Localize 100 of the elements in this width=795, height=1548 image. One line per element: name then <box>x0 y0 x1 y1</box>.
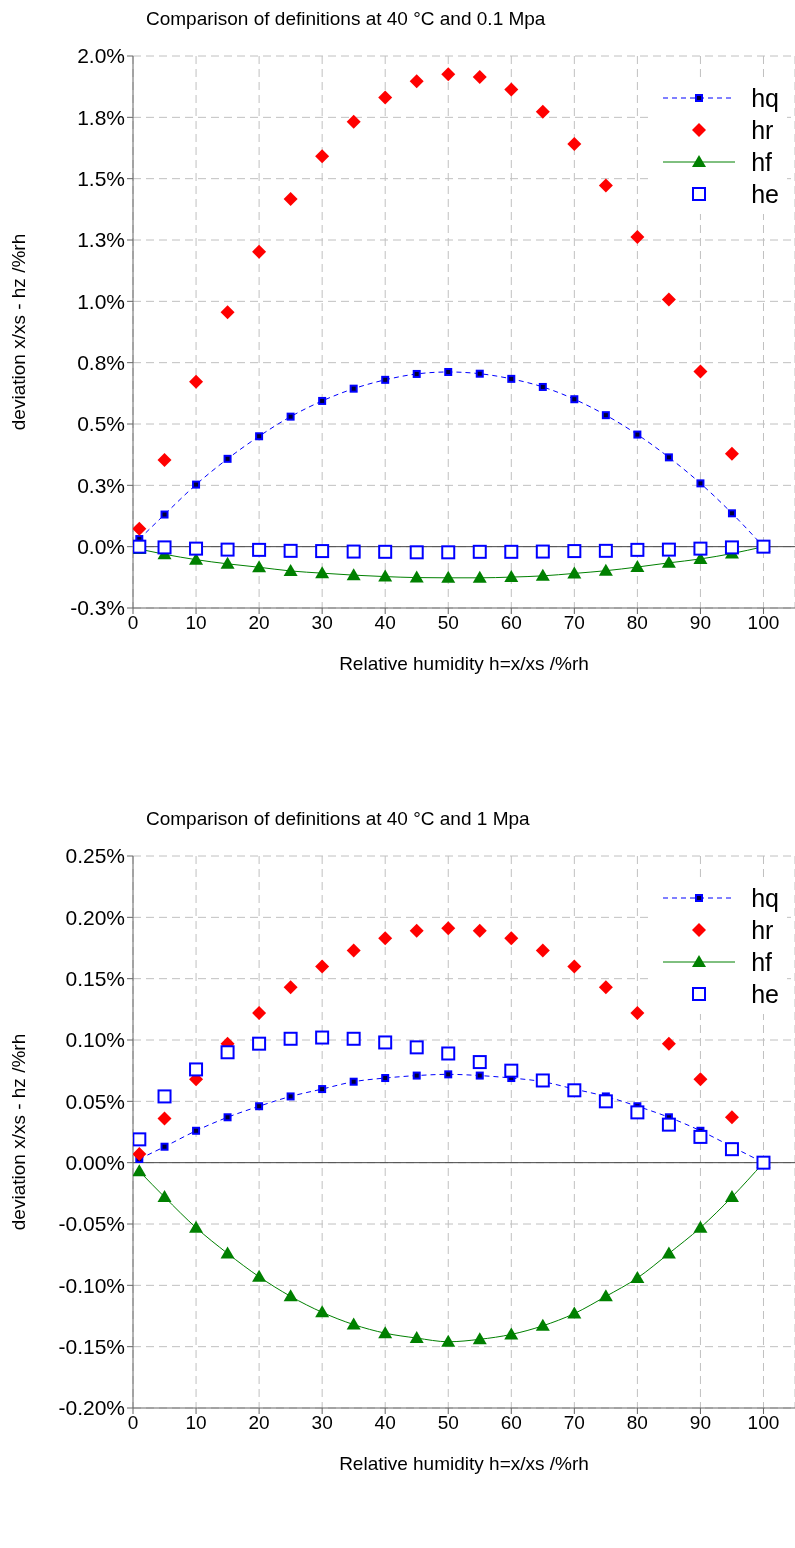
x-tick-label: 90 <box>689 1412 711 1434</box>
y-tick-label: 1.3% <box>77 228 125 252</box>
legend-label: hr <box>751 915 774 945</box>
point <box>315 959 330 974</box>
x-tick-label: 50 <box>437 612 459 634</box>
point <box>378 544 393 559</box>
point <box>630 1105 645 1120</box>
y-tick-label: 1.5% <box>77 167 125 191</box>
point <box>346 544 361 559</box>
point <box>693 541 708 556</box>
point <box>504 570 519 583</box>
point <box>283 1031 298 1046</box>
point <box>133 1164 147 1177</box>
legend-label: hq <box>751 83 779 113</box>
point <box>346 943 361 958</box>
legend-label: hr <box>751 115 774 145</box>
y-tick-label: 0.25% <box>65 844 125 868</box>
point <box>472 70 487 85</box>
point <box>346 568 361 581</box>
point <box>252 560 267 573</box>
y-tick-label: 2.0% <box>77 44 125 68</box>
point <box>693 1220 708 1233</box>
point <box>378 931 393 946</box>
legend-label: he <box>751 979 779 1009</box>
point <box>189 1062 204 1077</box>
point <box>661 555 676 568</box>
point <box>189 541 204 556</box>
point <box>409 923 424 938</box>
point <box>220 1045 235 1060</box>
point <box>133 1147 147 1162</box>
point <box>346 1317 361 1330</box>
chart-title: Comparison of definitions at 40 °C and 1 Mpa <box>145 808 531 831</box>
point <box>630 560 645 573</box>
point <box>472 1332 487 1345</box>
point <box>315 544 330 559</box>
point <box>661 1117 676 1132</box>
point <box>409 74 424 89</box>
x-tick-label: 0 <box>127 1412 139 1434</box>
point <box>535 943 550 958</box>
point <box>598 563 613 576</box>
point <box>724 446 739 461</box>
point <box>535 544 550 559</box>
point <box>220 556 235 569</box>
point <box>504 82 519 97</box>
x-tick-label: 30 <box>311 612 333 634</box>
y-tick-label: -0.20% <box>58 1396 125 1420</box>
point <box>598 1289 613 1302</box>
y-tick-label: 0.20% <box>65 905 125 929</box>
point <box>472 544 487 559</box>
point <box>189 374 204 389</box>
point <box>630 230 645 245</box>
x-tick-label: 80 <box>626 612 648 634</box>
point <box>724 1110 739 1125</box>
point <box>220 542 235 557</box>
y-tick-label: 0.5% <box>77 412 125 436</box>
y-tick-label: 0.05% <box>65 1089 125 1113</box>
y-tick-label: 1.8% <box>77 105 125 129</box>
point <box>567 544 582 559</box>
legend-label: hq <box>751 883 779 913</box>
point <box>535 1318 550 1331</box>
point <box>441 1334 456 1347</box>
point <box>157 1089 172 1104</box>
x-tick-label: 70 <box>563 612 585 634</box>
point <box>472 570 487 583</box>
point <box>693 1072 708 1087</box>
x-tick-label: 80 <box>626 1412 648 1434</box>
point <box>693 364 708 379</box>
point <box>378 569 393 582</box>
point <box>661 1036 676 1051</box>
point <box>630 542 645 557</box>
point <box>598 543 613 558</box>
point <box>378 90 393 105</box>
point <box>598 980 613 995</box>
point <box>472 1055 487 1070</box>
point <box>157 1190 172 1203</box>
point <box>220 305 235 320</box>
point <box>283 563 298 576</box>
point <box>346 1031 361 1046</box>
point <box>409 1331 424 1344</box>
point <box>661 542 676 557</box>
point <box>315 1030 330 1045</box>
point <box>283 543 298 558</box>
x-tick-label: 50 <box>437 1412 459 1434</box>
point <box>441 67 456 82</box>
point <box>189 1220 204 1233</box>
point <box>441 1046 456 1061</box>
point <box>567 1306 582 1319</box>
point <box>283 192 298 207</box>
point <box>504 931 519 946</box>
point <box>598 1094 613 1109</box>
point <box>283 980 298 995</box>
point <box>724 540 739 555</box>
x-tick-label: 40 <box>374 612 396 634</box>
point <box>504 1327 519 1340</box>
point <box>630 1270 645 1283</box>
y-tick-label: 0.10% <box>65 1028 125 1052</box>
point <box>724 1190 739 1203</box>
point <box>315 566 330 579</box>
x-tick-label: 30 <box>311 1412 333 1434</box>
point <box>535 104 550 119</box>
